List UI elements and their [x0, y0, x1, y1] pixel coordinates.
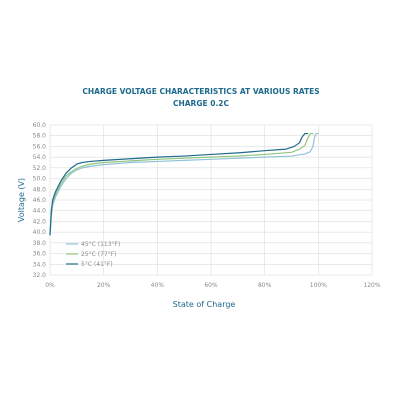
legend-label: 25°C (77°F): [81, 251, 117, 258]
x-tick-label: 0%: [45, 282, 55, 289]
y-tick-label: 46.0: [33, 197, 47, 204]
x-tick-label: 120%: [363, 282, 380, 289]
series-line-2: [49, 132, 309, 236]
y-tick-label: 38.0: [33, 240, 47, 247]
grid: [49, 124, 373, 276]
series-lines: [49, 132, 319, 236]
chart-title: CHARGE VOLTAGE CHARACTERISTICS AT VARIOU…: [82, 87, 319, 96]
y-tick-label: 32.0: [33, 272, 47, 279]
series-line-1: [49, 132, 314, 236]
y-axis-title: Voltage (V): [17, 178, 26, 222]
y-tick-label: 56.0: [33, 143, 47, 150]
x-tick-label: 40%: [151, 282, 165, 289]
x-tick-label: 20%: [97, 282, 111, 289]
x-axis-title: State of Charge: [173, 300, 236, 309]
legend-label: 45°C (113°F): [81, 241, 120, 248]
legend: 45°C (113°F) 25°C (77°F) 5°C (41°F): [66, 241, 120, 268]
y-tick-label: 58.0: [33, 133, 47, 140]
y-tick-label: 42.0: [33, 218, 47, 225]
y-tick-label: 60.0: [33, 122, 47, 129]
y-tick-label: 54.0: [33, 154, 47, 161]
y-tick-label: 34.0: [33, 261, 47, 268]
y-tick-label: 50.0: [33, 176, 47, 183]
x-tick-labels: 0% 20% 40% 60% 80% 100% 120%: [45, 282, 381, 289]
legend-label: 5°C (41°F): [81, 261, 113, 268]
y-tick-label: 52.0: [33, 165, 47, 172]
x-tick-label: 100%: [310, 282, 327, 289]
chart-subtitle: CHARGE 0.2C: [173, 99, 230, 108]
x-tick-label: 80%: [258, 282, 272, 289]
y-tick-label: 36.0: [33, 251, 47, 258]
y-tick-label: 40.0: [33, 229, 47, 236]
y-tick-label: 44.0: [33, 208, 47, 215]
series-line-0: [49, 132, 319, 236]
y-tick-label: 48.0: [33, 186, 47, 193]
y-tick-labels: 32.0 34.0 36.0 38.0 40.0 42.0 44.0 46.0 48.0 50.0…: [33, 122, 47, 279]
x-tick-label: 60%: [204, 282, 218, 289]
